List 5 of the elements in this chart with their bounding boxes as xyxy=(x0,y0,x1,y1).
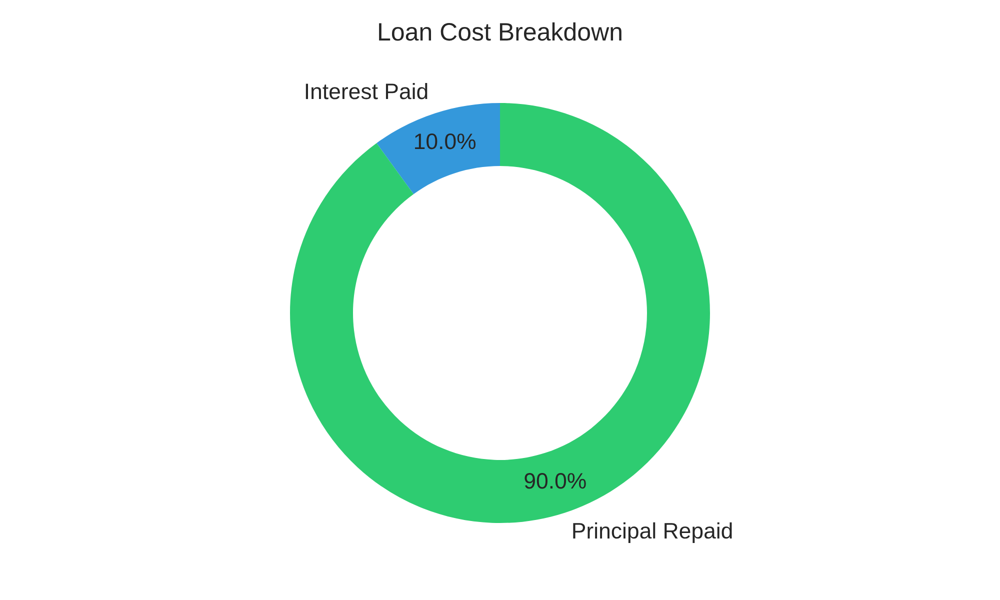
slice-label: Interest Paid xyxy=(306,82,428,100)
slice-label: Principal Repaid xyxy=(573,522,732,544)
chart-title: Loan Cost Breakdown xyxy=(379,22,622,41)
data-label: 10.0% xyxy=(415,133,476,150)
data-label: 90.0% xyxy=(524,472,586,489)
